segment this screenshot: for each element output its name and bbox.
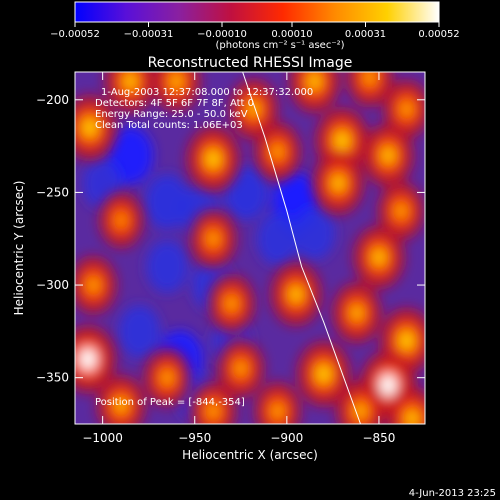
annotation-line: Energy Range: 25.0 - 50.0 keV [95, 109, 248, 120]
annotation-line: 1-Aug-2003 12:37:08.000 to 12:37:32.000 [101, 87, 313, 98]
colorbar-tick-label: −0.00052 [50, 29, 100, 40]
plot-frame [74, 71, 426, 425]
colorbar: −0.00052 −0.00031 −0.00010 0.00010 0.00031 0.… [50, 1, 460, 51]
annotation-line: Detectors: 4F 5F 6F 7F 8F, Att 0 [95, 98, 254, 109]
bright-blob-core [397, 205, 406, 217]
y-tick-label: −300 [36, 278, 69, 292]
footer-date: 4-Jun-2013 23:25 [409, 488, 496, 499]
x-tick-label: −850 [362, 431, 395, 445]
dim-blob [224, 164, 269, 221]
observation-annotations: 1-Aug-2003 12:37:08.000 to 12:37:32.000D… [95, 87, 313, 131]
bright-blob-core [171, 74, 182, 88]
x-tick-label: −1000 [82, 431, 123, 445]
bright-blob-core [308, 73, 321, 90]
bright-blob-core [205, 149, 221, 169]
bright-blob-core [79, 348, 97, 370]
bright-blob-core [372, 249, 385, 266]
y-axis-ticks: −200 −250 −300 −350 [36, 93, 425, 385]
bright-blob-core [116, 399, 127, 412]
solar-limb-curve [242, 72, 361, 424]
y-tick-label: −200 [36, 93, 69, 107]
colorbar-tick-label: 0.00052 [418, 29, 459, 40]
colorbar-tick-label: −0.00031 [124, 29, 174, 40]
bright-blob-core [273, 405, 282, 417]
bright-blob-core [332, 175, 345, 191]
bright-blob-core [379, 374, 397, 396]
bright-blob-core [236, 363, 245, 374]
x-tick-label: −900 [270, 431, 303, 445]
bright-blob-core [406, 410, 419, 424]
bright-blob-core [290, 286, 303, 303]
bright-blob-core [399, 331, 414, 350]
y-tick-label: −250 [36, 185, 69, 199]
dim-blob [146, 240, 189, 293]
x-axis-label: Heliocentric X (arcsec) [182, 448, 318, 462]
dim-blob [293, 206, 336, 260]
annotation-line: Clean Total counts: 1.06E+03 [95, 120, 243, 131]
bright-blob-core [209, 405, 218, 417]
bright-blob-core [316, 364, 331, 384]
bright-blob-core [273, 146, 282, 157]
bright-blob-core [89, 279, 98, 291]
bright-blob-core [82, 118, 97, 137]
y-axis-label: Heliocentric Y (arcsec) [12, 181, 26, 316]
bright-blob-core [351, 306, 362, 320]
bright-blob-core [163, 372, 172, 383]
bright-blob-core [117, 216, 125, 225]
chart-title: Reconstructed RHESSI Image [148, 55, 353, 71]
colorbar-tick-label: 0.00010 [271, 29, 312, 40]
bright-blob-core [124, 73, 137, 90]
colorbar-unit-label: (photons cm⁻² s⁻¹ asec⁻²) [215, 40, 344, 51]
colorbar-ticks: −0.00052 −0.00031 −0.00010 0.00010 0.00031 0.… [50, 22, 460, 40]
dim-blob [145, 174, 190, 230]
x-tick-label: −950 [178, 431, 211, 445]
dim-blob [256, 212, 299, 266]
bright-blob-core [382, 147, 395, 164]
bright-blob [356, 72, 384, 95]
colorbar-gradient [74, 1, 440, 23]
dim-blob [118, 304, 161, 358]
bright-blob-core [227, 298, 236, 309]
bright-blob-core [355, 404, 366, 418]
x-axis-ticks: −1000 −950 −900 −850 [82, 72, 395, 445]
colorbar-tick-label: −0.00010 [197, 29, 247, 40]
bright-blob-core [365, 72, 374, 83]
bright-blob-core [334, 131, 350, 150]
peak-position-label: Position of Peak = [-844,-354] [95, 397, 245, 408]
colorbar-tick-label: 0.00031 [345, 29, 386, 40]
bright-blob-core [209, 233, 218, 244]
y-tick-label: −350 [36, 371, 69, 385]
bright-blob-core [402, 103, 411, 115]
heatmap-image [75, 72, 425, 424]
